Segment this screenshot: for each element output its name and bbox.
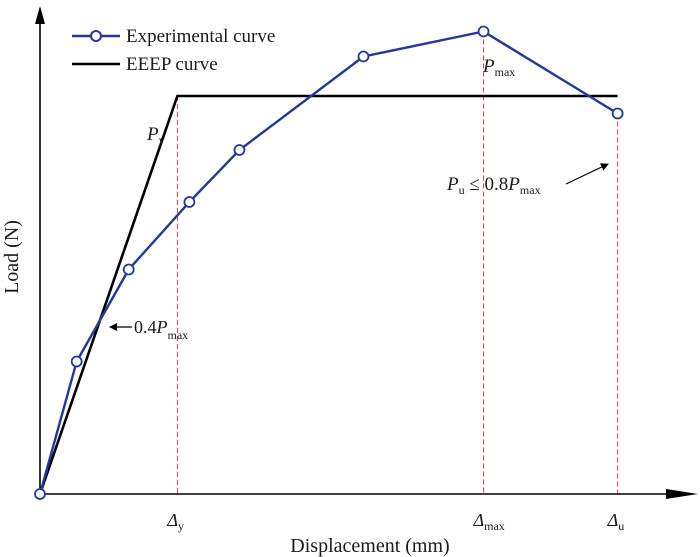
x-tick-labels: Δy Δmax Δu [166, 510, 624, 533]
series-eeep-line [38, 94, 618, 495]
legend-eeep-label: EEEP curve [126, 54, 218, 75]
experimental-point-7 [611, 107, 624, 120]
guide-lines [176, 31, 619, 494]
tick-label-delta-max: Δmax [473, 510, 505, 533]
experimental-point-6 [477, 25, 490, 38]
legend-experimental-marker [90, 30, 102, 42]
y-axis-title: Load (N) [1, 220, 23, 294]
tick-label-delta-y: Δy [166, 510, 184, 533]
axes [35, 6, 698, 499]
pu-label: Pu ≤ 0.8Pmax [446, 174, 541, 197]
experimental-point-3 [183, 196, 196, 208]
series-layer [34, 25, 624, 500]
p04-label: 0.4Pmax [134, 317, 188, 342]
tick-label-delta-u: Δu [607, 510, 625, 533]
series-experimental-line [38, 30, 619, 495]
annotations: Py Pmax Pu ≤ 0.8Pmax 0.4Pmax [109, 56, 609, 342]
y-axis-arrow [35, 6, 45, 24]
x-axis-arrow [666, 489, 698, 499]
experimental-point-0 [34, 488, 46, 500]
pu-arrow [565, 163, 609, 185]
experimental-point-1 [70, 355, 83, 368]
x-axis-title: Displacement (mm) [290, 535, 449, 557]
legend-experimental-label: Experimental curve [126, 26, 275, 47]
experimental-point-4 [233, 144, 246, 156]
experimental-point-5 [357, 50, 370, 63]
legend: Experimental curve EEEP curve [72, 26, 275, 75]
experimental-point-2 [122, 263, 135, 276]
py-label: Py [146, 124, 165, 147]
pmax-label: Pmax [482, 56, 515, 79]
